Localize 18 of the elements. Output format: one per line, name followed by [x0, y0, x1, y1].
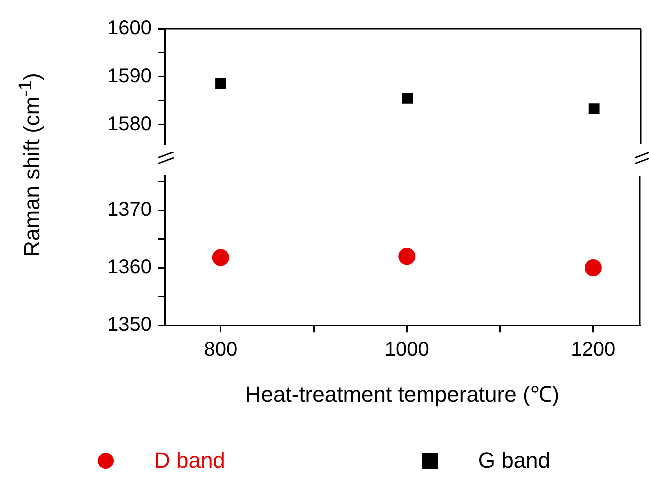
point [584, 260, 602, 277]
y-tick-label: 1360 [108, 256, 152, 279]
y-tick-label: 1370 [108, 199, 152, 222]
x-tick-label: 1000 [384, 339, 430, 362]
y-tick-label: 1590 [108, 65, 152, 88]
point [588, 104, 600, 114]
point [402, 93, 414, 104]
y-tick-label: 1580 [108, 113, 152, 136]
point [398, 248, 416, 266]
x-tick-label: 800 [204, 339, 238, 362]
y-tick-label: 1350 [108, 314, 152, 336]
point [216, 78, 226, 90]
x-axis-title: Heat-treatment temperature (℃) [245, 382, 560, 407]
x-tick-label: 1200 [571, 339, 616, 362]
y-tick-label: 1600 [108, 18, 152, 40]
legend-label: G band [478, 448, 551, 474]
point [212, 249, 230, 266]
legend-label: D band [154, 448, 226, 474]
